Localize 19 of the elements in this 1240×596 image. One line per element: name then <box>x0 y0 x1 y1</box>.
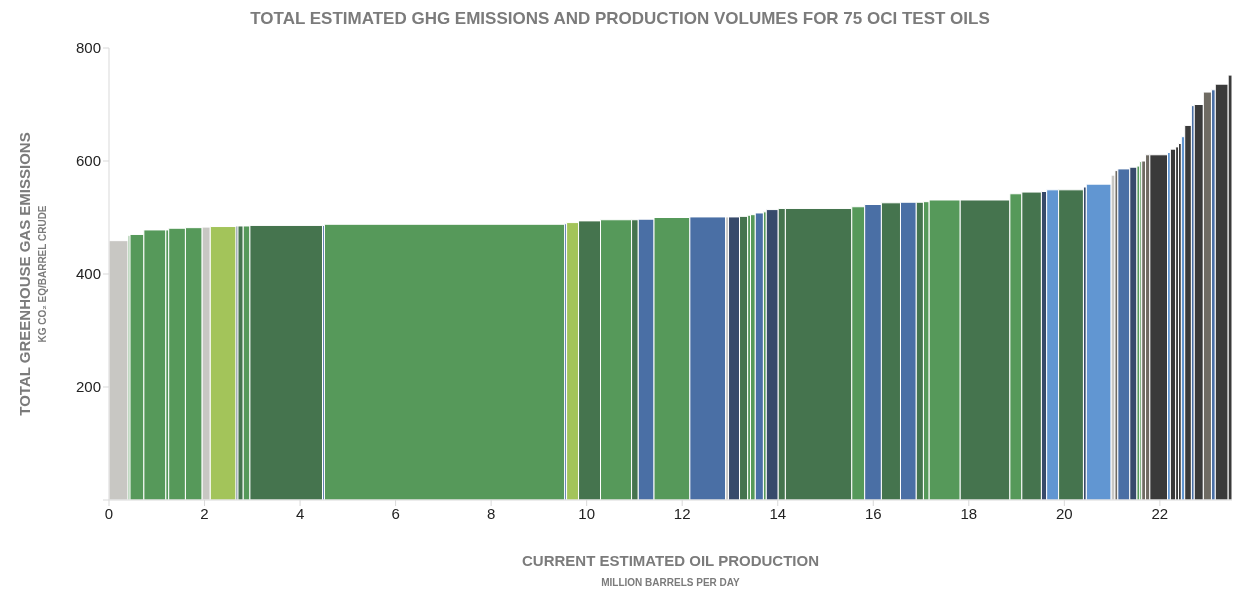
x-tick-label: 0 <box>104 504 114 522</box>
x-tick-label: 12 <box>673 504 691 522</box>
chart-title: TOTAL ESTIMATED GHG EMISSIONS AND PRODUCTION VOLUMES FOR 75 OCI TEST OILS <box>249 8 991 30</box>
x-tick-label: 2 <box>200 504 209 522</box>
x-tick-label: 16 <box>864 504 882 522</box>
x-tick-label: 4 <box>295 504 305 522</box>
y-tick-label: 800 <box>75 39 101 57</box>
y-axis-title: TOTAL GREENHOUSE GAS EMISSIONS KG CO₂ EQ/BARREL CRUDE <box>16 132 48 416</box>
y-tick-label: 400 <box>75 265 101 283</box>
x-tick-label: 10 <box>578 504 596 522</box>
x-tick-label: 20 <box>1055 504 1073 522</box>
x-tick-label: 18 <box>960 504 978 522</box>
x-tick-label: 14 <box>769 504 787 522</box>
y-tick-label: 200 <box>75 378 101 396</box>
x-tick-label: 8 <box>486 504 496 522</box>
x-axis-title: CURRENT ESTIMATED OIL PRODUCTION MILLION BARRELS PER DAY <box>522 552 819 588</box>
y-tick-label: 600 <box>75 152 101 170</box>
x-tick-label: 6 <box>391 504 400 522</box>
x-tick-label: 22 <box>1151 504 1169 522</box>
